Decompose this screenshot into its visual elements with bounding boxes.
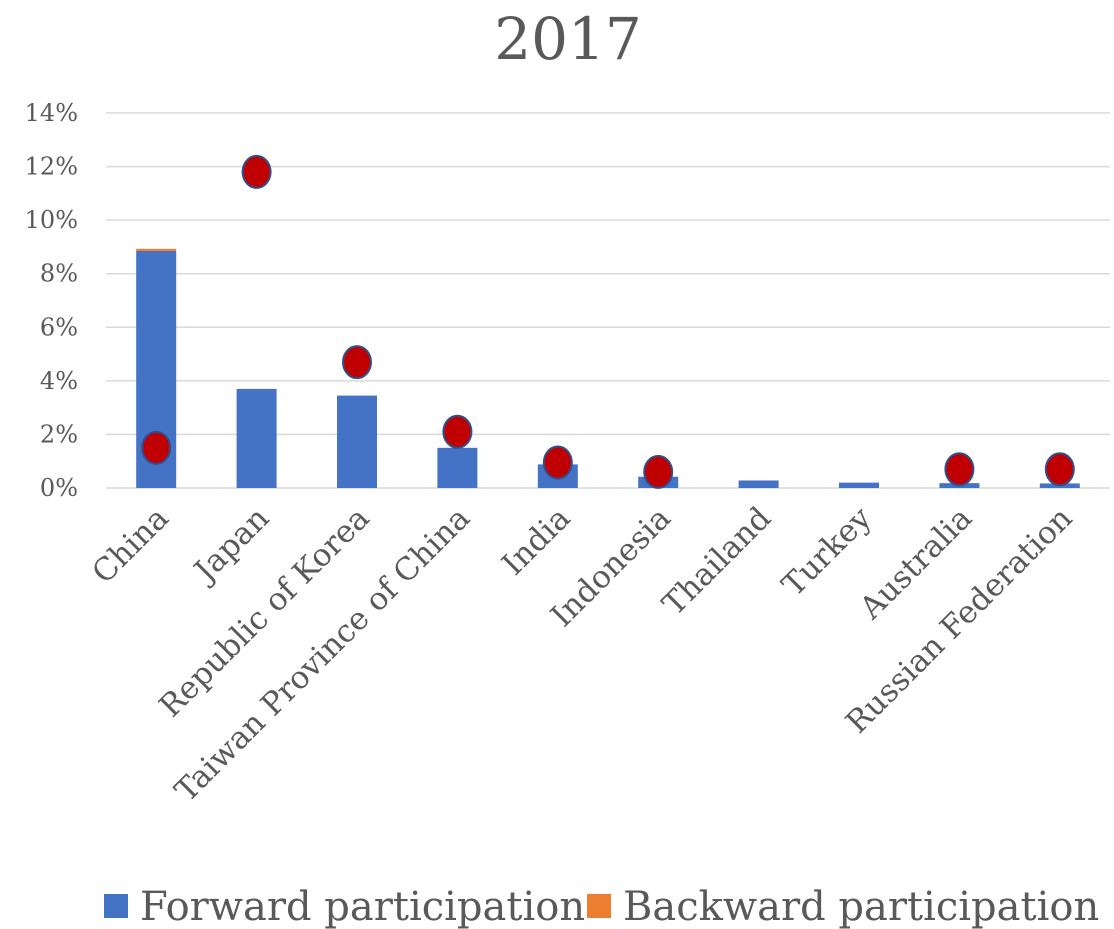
marker-point <box>442 414 473 449</box>
x-tick-label: Turkey <box>775 500 879 604</box>
marker-point <box>1044 452 1075 487</box>
bar-forward <box>437 447 478 488</box>
marker-point <box>944 452 975 487</box>
bar-forward <box>839 482 879 488</box>
x-tick-label: China <box>85 500 176 591</box>
y-tick-label: 14% <box>25 99 78 127</box>
x-tick-label: India <box>495 500 577 582</box>
marker-point <box>342 345 372 380</box>
y-tick-label: 2% <box>40 420 78 448</box>
y-tick-label: 4% <box>40 367 78 395</box>
marker-point <box>542 445 573 480</box>
legend-swatch <box>104 894 128 918</box>
y-tick-label: 6% <box>40 313 78 341</box>
x-tick-label: Thailand <box>656 500 779 623</box>
y-tick-label: 10% <box>25 206 78 234</box>
legend-swatch <box>587 894 611 918</box>
bars <box>136 248 1080 488</box>
bar-backward <box>136 248 177 251</box>
marker-point <box>643 454 674 489</box>
legend-label: Forward participation <box>140 884 585 929</box>
y-tick-label: 12% <box>25 153 78 181</box>
y-tick-label: 0% <box>40 474 78 502</box>
marker-point <box>141 430 172 465</box>
y-axis-ticks: 0% 2% 4% 6% 8% 10% 12% 14% <box>25 99 78 502</box>
marker-point <box>241 154 272 189</box>
legend: Forward participation Backward participat… <box>104 884 1099 929</box>
y-tick-label: 8% <box>40 260 78 288</box>
bar-forward <box>738 480 779 488</box>
bar-forward <box>337 395 377 488</box>
bar-forward <box>236 388 277 488</box>
chart-title: 2017 <box>494 5 642 73</box>
markers <box>141 154 1075 489</box>
x-tick-label: Japan <box>186 500 277 591</box>
legend-label: Backward participation <box>623 884 1099 929</box>
